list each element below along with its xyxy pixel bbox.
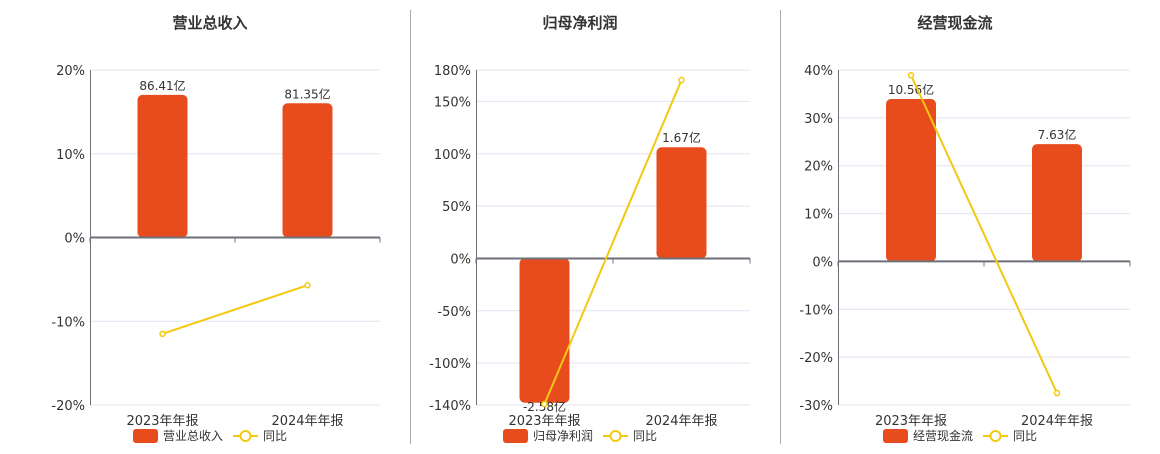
legend-line-marker [989,430,1002,442]
y-tick-label: -100% [429,357,471,372]
yoy-point [907,72,915,79]
y-tick-label: -10% [51,315,85,330]
y-tick-label: 40% [804,64,833,79]
yoy-point [304,281,311,289]
x-category-label: 2023年年报 [126,414,198,429]
x-category-label: 2023年年报 [875,414,947,429]
legend-line-label: 同比 [633,429,657,443]
yoy-point [1053,389,1061,397]
yoy-point [678,76,685,84]
y-tick-label: -20% [799,351,833,366]
legend-bar-swatch [133,429,158,443]
y-tick-label: 30% [804,112,833,127]
bar-data-label: 7.63亿 [1038,127,1077,142]
y-tick-label: 100% [434,148,471,163]
x-category-label: 2024年年报 [1021,414,1093,429]
yoy-point [541,400,548,408]
yoy-line [910,74,1058,394]
legend: 经营现金流 同比 [883,428,1037,443]
bar-2 [282,103,333,238]
y-tick-label: 10% [56,148,85,163]
bar-data-label: 86.41亿 [139,78,185,93]
legend-bar-swatch [503,429,528,443]
y-tick-label: 180% [434,64,471,79]
bar-data-label: 1.67亿 [662,130,701,145]
y-tick-label: 0% [812,255,833,270]
y-tick-label: 0% [64,232,85,247]
legend-bar-label: 归母净利润 [533,429,593,443]
y-tick-label: -50% [437,305,471,320]
chart-panel-2: 归母净利润180%150%100%50%0%-50%-100%-140%-2.5… [429,14,751,443]
y-tick-label: 150% [434,95,471,110]
bar-2 [656,147,707,259]
yoy-line [162,284,308,335]
chart-title: 归母净利润 [542,14,617,32]
legend-line-marker [239,430,252,442]
legend-line-label: 同比 [1013,429,1037,443]
x-category-label: 2024年年报 [645,414,717,429]
y-tick-label: 20% [804,160,833,175]
y-tick-label: 0% [450,252,471,267]
bar-2 [1032,144,1082,262]
legend-line-label: 同比 [263,429,287,443]
y-tick-label: -140% [429,399,471,414]
y-tick-label: 50% [442,200,471,215]
yoy-line [543,79,683,405]
y-tick-label: 20% [56,64,85,79]
bar-data-label: 10.56亿 [888,82,934,97]
bar-1 [137,94,188,238]
bar-1 [519,258,570,403]
bar-1 [886,99,936,262]
legend-line-marker [609,430,622,442]
y-tick-label: -30% [799,399,833,414]
y-tick-label: 10% [804,208,833,223]
bar-data-label: 81.35亿 [284,86,330,101]
yoy-point [159,330,166,338]
y-tick-label: -10% [799,303,833,318]
chart-title: 经营现金流 [917,14,992,32]
chart-title: 营业总收入 [172,14,247,32]
legend-bar-label: 营业总收入 [163,429,223,443]
y-tick-label: -20% [51,399,85,414]
x-category-label: 2023年年报 [508,414,580,429]
legend-bar-label: 经营现金流 [913,428,973,443]
x-category-label: 2024年年报 [271,414,343,429]
legend: 归母净利润 同比 [503,429,657,443]
legend: 营业总收入 同比 [133,429,287,443]
chart-panel-1: 营业总收入 20% 10% 0% -10% -20% 86.41亿 81.35亿 2023年年报… [51,14,381,443]
legend-bar-swatch [883,429,908,443]
chart-panel-3: 经营现金流 40% 30% 20% 10% 0% -10% -20% -30% 10.56亿 7.6… [799,14,1131,443]
